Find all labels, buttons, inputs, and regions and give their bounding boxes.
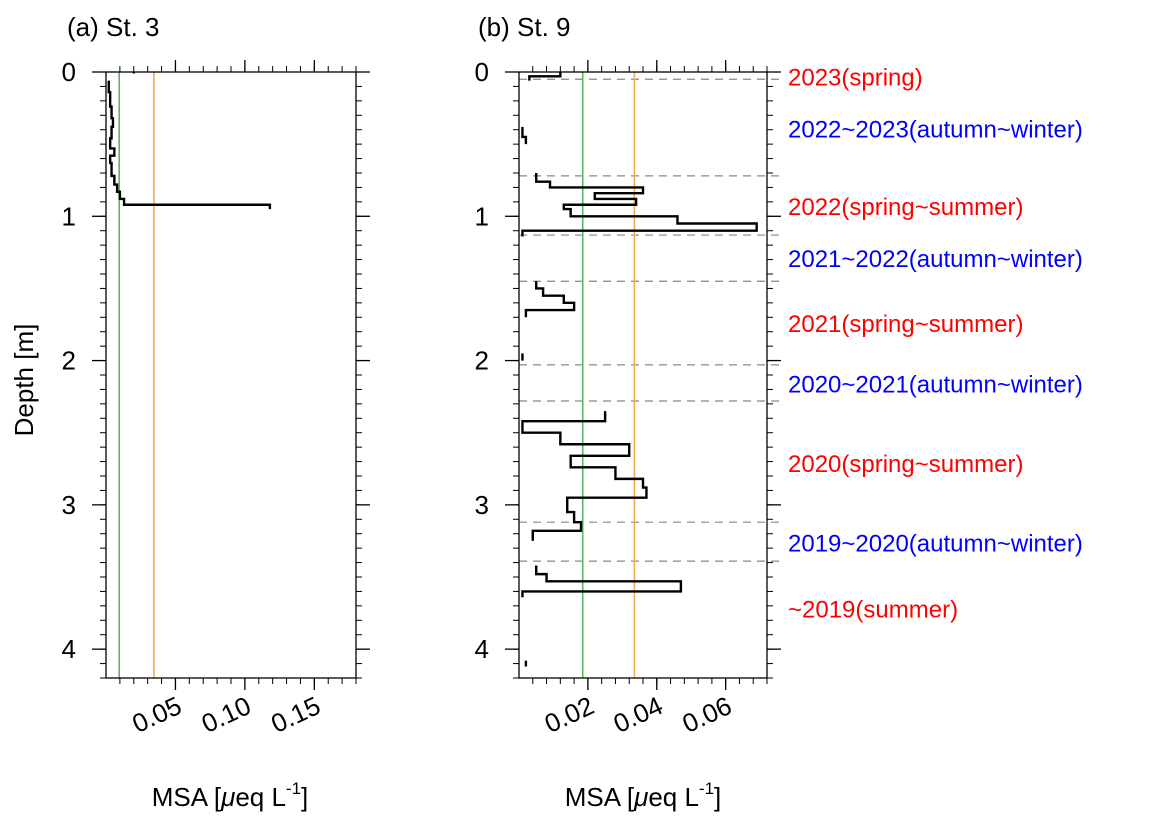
- x-tick-label: 0.06: [678, 690, 737, 739]
- y-tick-label: 2: [475, 346, 489, 376]
- y-tick-label: 1: [475, 201, 489, 231]
- x-axis-title-end: ]: [301, 782, 308, 812]
- msa-profile-line: [521, 72, 758, 667]
- x-axis-title: MSA [μeq L-1]: [152, 779, 309, 812]
- panel-st9: (b) St. 9 0 1 2 3 4 0.02 0.04 0.06 MSA [μeq L-1] 2…: [475, 12, 1083, 812]
- x-tick-label: 0.15: [266, 690, 325, 739]
- y-tick-label: 0: [475, 57, 489, 87]
- y-tick-label: 3: [62, 490, 76, 520]
- msa-profile-line: [107, 72, 272, 210]
- y-tick-label: 2: [62, 346, 76, 376]
- x-tick-label: 0.10: [197, 690, 256, 739]
- panel-title: (b) St. 9: [478, 12, 570, 42]
- season-label: 2021~2022(autumn~winter): [788, 246, 1083, 273]
- season-label: 2021(spring~summer): [788, 311, 1023, 338]
- y-tick-label: 0: [62, 57, 76, 87]
- x-axis-title-sup: -1: [699, 779, 714, 798]
- x-tick-label: 0.05: [127, 690, 186, 739]
- x-axis-title-mu: μ: [633, 782, 648, 812]
- x-axis-title: MSA [μeq L-1]: [565, 779, 722, 812]
- x-axis-title-main: MSA [: [152, 782, 222, 812]
- season-label: 2019~2020(autumn~winter): [788, 530, 1083, 557]
- season-label: 2022(spring~summer): [788, 194, 1023, 221]
- season-label: 2020(spring~summer): [788, 451, 1023, 478]
- x-axis-title-main: MSA [: [565, 782, 635, 812]
- y-tick-label: 1: [62, 201, 76, 231]
- panel-st3: (a) St. 3 0 1 2 3 4 0.05 0.10 0.15 MSA [μeq L-1] D…: [9, 12, 370, 812]
- season-label: 2023(spring): [788, 64, 923, 91]
- x-axis-title-eq: eq L: [235, 782, 286, 812]
- plot-frame: [105, 71, 357, 679]
- y-tick-label: 4: [62, 634, 76, 664]
- season-label: ~2019(summer): [788, 597, 958, 624]
- x-axis-title-eq: eq L: [648, 782, 699, 812]
- panel-title: (a) St. 3: [67, 12, 159, 42]
- x-axis-title-sup: -1: [286, 779, 301, 798]
- season-label: 2022~2023(autumn~winter): [788, 116, 1083, 143]
- x-tick-label: 0.02: [540, 690, 599, 739]
- plot-frame: [518, 71, 768, 679]
- season-label: 2020~2021(autumn~winter): [788, 372, 1083, 399]
- y-tick-label: 3: [475, 490, 489, 520]
- x-axis-title-end: ]: [714, 782, 721, 812]
- x-tick-label: 0.04: [609, 690, 668, 739]
- x-axis-title-mu: μ: [220, 782, 235, 812]
- y-axis-title: Depth [m]: [9, 324, 39, 437]
- y-tick-label: 4: [475, 634, 489, 664]
